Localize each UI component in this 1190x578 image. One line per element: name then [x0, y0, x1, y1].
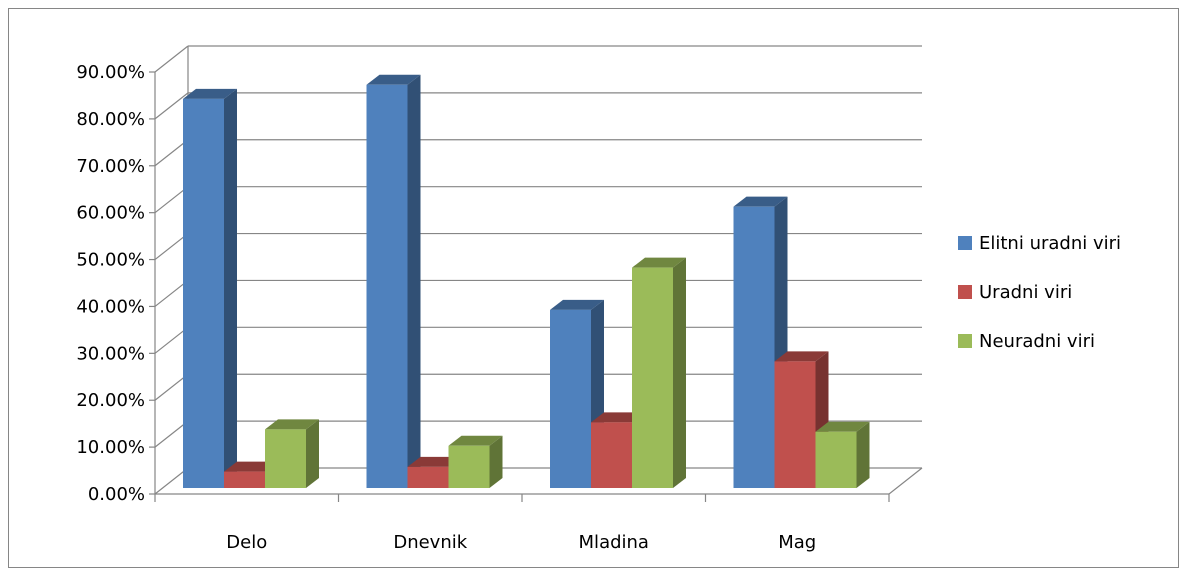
side-gridline: [154, 45, 189, 73]
bar-top: [224, 461, 278, 472]
bar: [407, 466, 449, 488]
bar: [183, 98, 224, 489]
y-tick-label: 60.00%: [76, 203, 145, 224]
bar-top: [733, 196, 788, 207]
y-tick-label: 80.00%: [76, 109, 145, 130]
x-tick-label: Dnevnik: [393, 532, 467, 553]
legend-swatch: [958, 285, 972, 299]
bar: [774, 361, 816, 488]
legend-label: Elitni uradni viri: [979, 233, 1121, 254]
y-tick-label: 0.00%: [88, 484, 145, 505]
x-tick-label: Mag: [778, 532, 816, 553]
bar: [591, 422, 632, 488]
bar-top: [550, 299, 604, 310]
bar-top: [366, 74, 421, 85]
y-tick-label: 70.00%: [76, 156, 145, 177]
legend-swatch: [958, 334, 972, 348]
bar-top: [407, 456, 462, 467]
y-tick-label: 90.00%: [76, 62, 145, 83]
y-tick-label: 50.00%: [76, 250, 145, 271]
side-gridline: [154, 186, 189, 214]
side-gridline: [154, 420, 189, 448]
side-gridline: [154, 467, 189, 495]
bar-side: [673, 257, 686, 488]
legend-label: Neuradni viri: [979, 331, 1095, 352]
bar: [550, 309, 591, 488]
bar-side: [224, 88, 237, 489]
bar: [265, 429, 306, 488]
side-gridline: [154, 326, 189, 354]
side-gridline: [154, 373, 189, 401]
y-tick-label: 20.00%: [76, 390, 145, 411]
bar-side: [489, 435, 503, 488]
bar-top: [632, 257, 686, 268]
side-gridline: [154, 139, 189, 167]
legend-label: Uradni viri: [979, 282, 1072, 303]
legend-swatch: [958, 236, 972, 250]
bar-side: [856, 421, 870, 488]
floor-edge: [888, 467, 923, 495]
x-tick-label: Mladina: [579, 532, 649, 553]
bar: [815, 431, 857, 488]
bar-top: [774, 351, 829, 362]
y-tick-label: 10.00%: [76, 437, 145, 458]
bar-top: [448, 435, 503, 446]
bar: [448, 445, 490, 488]
bar-top: [591, 412, 645, 423]
bar: [224, 471, 265, 488]
side-gridline: [154, 233, 189, 261]
side-gridline: [154, 92, 189, 120]
bar-top: [183, 88, 237, 99]
bar: [366, 84, 408, 488]
bar-side: [306, 419, 319, 488]
bar-top: [815, 421, 870, 432]
bar: [733, 206, 775, 488]
x-tick-label: Delo: [226, 532, 267, 553]
y-tick-label: 30.00%: [76, 343, 145, 364]
y-tick-label: 40.00%: [76, 296, 145, 317]
side-gridline: [154, 279, 189, 307]
bar-top: [265, 419, 319, 430]
bar-side: [407, 74, 421, 488]
bar: [632, 267, 673, 488]
